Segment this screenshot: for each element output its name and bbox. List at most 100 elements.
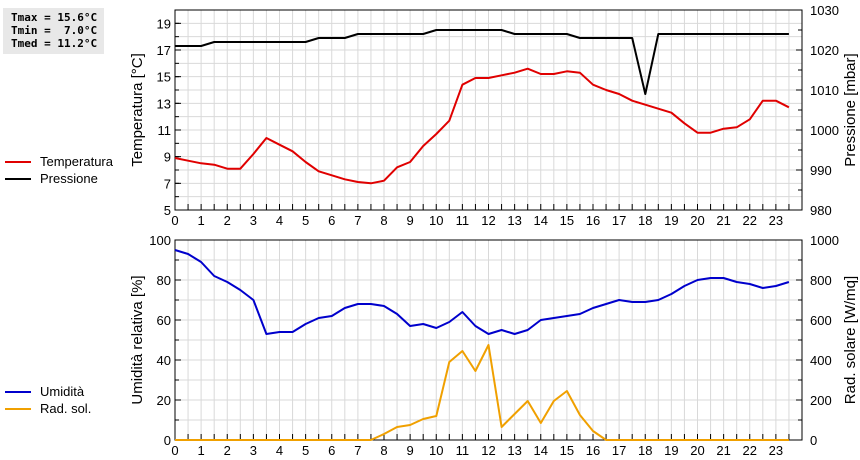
x-tick-label: 15	[560, 443, 574, 458]
legend-swatch-black	[5, 177, 31, 180]
tmed-stat: Tmed = 11.2°C	[11, 37, 98, 50]
x-tick-label: 8	[380, 213, 387, 228]
y2-tick-label: 200	[810, 393, 832, 408]
x-tick-label: 21	[716, 443, 730, 458]
x-tick-label: 10	[429, 213, 443, 228]
x-tick-label: 11	[456, 443, 470, 458]
legend-swatch-blue	[5, 390, 31, 393]
legend-bottom: Umidità Rad. sol.	[5, 383, 91, 417]
x-tick-label: 12	[481, 213, 495, 228]
y2-tick-label: 1030	[810, 3, 839, 18]
y-tick-label: 13	[157, 96, 171, 111]
y2-tick-label: 800	[810, 273, 832, 288]
x-tick-label: 12	[481, 443, 495, 458]
stats-box: Tmax = 15.6°C Tmin = 7.0°C Tmed = 11.2°C	[3, 8, 104, 54]
y-tick-label: 15	[157, 70, 171, 85]
x-tick-label: 9	[407, 443, 414, 458]
y-tick-label: 5	[164, 203, 171, 218]
x-tick-label: 5	[302, 443, 309, 458]
y-tick-label: 9	[164, 150, 171, 165]
y-tick-label: 19	[157, 16, 171, 31]
x-tick-label: 5	[302, 213, 309, 228]
x-tick-label: 20	[690, 443, 704, 458]
x-tick-label: 6	[328, 213, 335, 228]
legend-item-pressione: Pressione	[5, 170, 113, 187]
y2-tick-label: 1000	[810, 233, 839, 248]
series-line-temperatura	[174, 67, 790, 185]
y2-tick-label: 990	[810, 163, 832, 178]
y2-tick-label: 0	[810, 433, 817, 448]
legend-item-umidita: Umidità	[5, 383, 91, 400]
x-tick-label: 14	[534, 213, 548, 228]
x-tick-label: 11	[456, 213, 470, 228]
tmin-stat: Tmin = 7.0°C	[11, 24, 98, 37]
x-tick-label: 7	[354, 213, 361, 228]
tmax-stat: Tmax = 15.6°C	[11, 11, 98, 24]
x-tick-label: 2	[224, 213, 231, 228]
x-tick-label: 8	[380, 443, 387, 458]
x-tick-label: 0	[171, 443, 178, 458]
y2-tick-label: 1000	[810, 123, 839, 138]
x-tick-label: 14	[534, 443, 548, 458]
x-tick-label: 4	[276, 213, 283, 228]
x-tick-label: 10	[429, 443, 443, 458]
x-tick-label: 21	[716, 213, 730, 228]
legend-label: Umidità	[40, 384, 85, 399]
y2-axis-label: Pressione [mbar]	[842, 53, 859, 166]
x-tick-label: 3	[250, 213, 257, 228]
x-tick-label: 19	[664, 213, 678, 228]
series-line-pressione	[175, 29, 789, 95]
x-tick-label: 22	[743, 443, 757, 458]
x-tick-label: 4	[276, 443, 283, 458]
x-tick-label: 1	[198, 443, 205, 458]
series-line-umidit	[174, 249, 790, 335]
y-tick-label: 60	[157, 313, 171, 328]
x-tick-label: 13	[507, 443, 521, 458]
y-tick-label: 17	[157, 43, 171, 58]
x-tick-label: 9	[407, 213, 414, 228]
x-tick-label: 22	[743, 213, 757, 228]
x-tick-label: 17	[612, 443, 626, 458]
x-tick-label: 16	[586, 213, 600, 228]
x-tick-label: 7	[354, 443, 361, 458]
y2-tick-label: 1010	[810, 83, 839, 98]
legend-top: Temperatura Pressione	[5, 153, 113, 187]
x-tick-label: 1	[198, 213, 205, 228]
x-tick-label: 20	[690, 213, 704, 228]
x-tick-label: 17	[612, 213, 626, 228]
x-tick-label: 3	[250, 443, 257, 458]
y-tick-label: 40	[157, 353, 171, 368]
y-tick-label: 20	[157, 393, 171, 408]
y-tick-label: 0	[164, 433, 171, 448]
y-axis-label: Umidità relativa [%]	[129, 275, 146, 404]
legend-item-temperatura: Temperatura	[5, 153, 113, 170]
y-tick-label: 80	[157, 273, 171, 288]
x-tick-label: 23	[769, 443, 783, 458]
y-axis-label: Temperatura [°C]	[129, 53, 146, 167]
y2-tick-label: 980	[810, 203, 832, 218]
legend-label: Rad. sol.	[40, 401, 92, 416]
x-tick-label: 18	[638, 213, 652, 228]
y-tick-label: 11	[158, 123, 172, 138]
y-tick-label: 7	[164, 176, 171, 191]
x-tick-label: 0	[171, 213, 178, 228]
x-tick-label: 2	[224, 443, 231, 458]
series-line-radsol	[175, 344, 789, 441]
x-tick-label: 6	[328, 443, 335, 458]
x-tick-label: 19	[664, 443, 678, 458]
legend-swatch-red	[5, 160, 31, 163]
y2-tick-label: 600	[810, 313, 832, 328]
y2-tick-label: 400	[810, 353, 832, 368]
x-tick-label: 18	[638, 443, 652, 458]
y-tick-label: 100	[149, 233, 171, 248]
legend-label: Temperatura	[40, 154, 113, 169]
legend-item-radsol: Rad. sol.	[5, 400, 91, 417]
x-tick-label: 23	[769, 213, 783, 228]
x-tick-label: 13	[507, 213, 521, 228]
x-tick-label: 16	[586, 443, 600, 458]
legend-label: Pressione	[40, 171, 98, 186]
x-tick-label: 15	[560, 213, 574, 228]
